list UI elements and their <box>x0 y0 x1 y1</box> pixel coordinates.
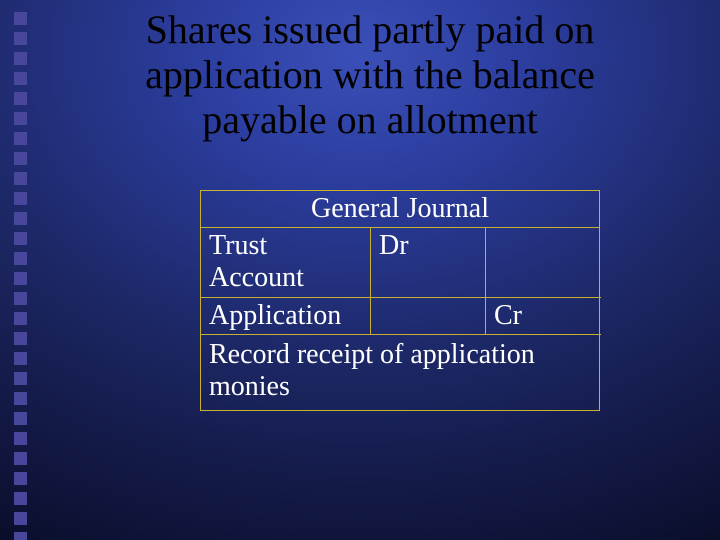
bullet-square <box>14 172 27 185</box>
bullet-square <box>14 432 27 445</box>
bullet-square <box>14 292 27 305</box>
bullet-square <box>14 52 27 65</box>
journal-cell-dr: Dr <box>371 228 486 298</box>
bullet-square <box>14 12 27 25</box>
general-journal-table: General Journal Trust Account Dr Applica… <box>200 190 600 411</box>
bullet-square <box>14 352 27 365</box>
bullet-square <box>14 452 27 465</box>
bullet-square <box>14 192 27 205</box>
bullet-square <box>14 112 27 125</box>
journal-cell-account: Trust Account <box>201 228 371 298</box>
bullet-column <box>14 12 27 540</box>
journal-footer: Record receipt of application monies <box>201 335 599 409</box>
journal-cell-cr: Cr <box>486 298 601 335</box>
bullet-square <box>14 32 27 45</box>
bullet-square <box>14 492 27 505</box>
bullet-square <box>14 472 27 485</box>
bullet-square <box>14 252 27 265</box>
bullet-square <box>14 332 27 345</box>
bullet-square <box>14 412 27 425</box>
bullet-square <box>14 232 27 245</box>
bullet-square <box>14 132 27 145</box>
slide: Shares issued partly paid on application… <box>0 0 720 540</box>
bullet-square <box>14 272 27 285</box>
bullet-square <box>14 512 27 525</box>
journal-heading: General Journal <box>201 191 599 228</box>
bullet-square <box>14 212 27 225</box>
bullet-square <box>14 72 27 85</box>
slide-title: Shares issued partly paid on application… <box>90 8 650 142</box>
journal-cell-account: Application <box>201 298 371 335</box>
bullet-square <box>14 392 27 405</box>
journal-cell-cr <box>486 228 601 298</box>
bullet-square <box>14 372 27 385</box>
bullet-square <box>14 152 27 165</box>
bullet-square <box>14 92 27 105</box>
bullet-square <box>14 532 27 540</box>
journal-cell-dr <box>371 298 486 335</box>
journal-grid: Trust Account Dr Application Cr <box>201 228 599 335</box>
bullet-square <box>14 312 27 325</box>
